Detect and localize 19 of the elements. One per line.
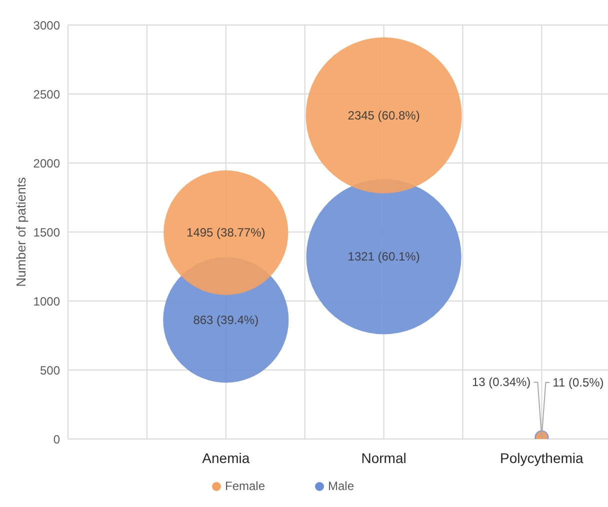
y-tick-label: 500 <box>40 363 60 378</box>
data-label: 1321 (60.1%) <box>348 250 420 264</box>
y-tick-label: 2500 <box>33 87 60 102</box>
y-axis-title: Number of patients <box>14 176 29 287</box>
y-tick-label: 1000 <box>33 294 60 308</box>
x-tick-label: Anemia <box>202 450 250 466</box>
data-label: 2345 (60.8%) <box>348 108 420 122</box>
x-tick-label: Normal <box>361 450 406 466</box>
data-label: 1495 (38.77%) <box>186 226 266 240</box>
y-tick-label: 2000 <box>33 156 60 170</box>
data-label: 13 (0.34%) <box>472 375 531 390</box>
y-tick-label: 3000 <box>33 18 60 32</box>
legend-label: Female <box>224 479 265 493</box>
data-label: 11 (0.5%) <box>552 375 604 390</box>
x-tick-label: Polycythemia <box>500 450 584 466</box>
data-label: 863 (39.4%) <box>193 312 259 327</box>
y-tick-label: 0 <box>53 432 60 446</box>
legend-label: Male <box>328 479 354 493</box>
y-tick-label: 1500 <box>33 225 60 240</box>
